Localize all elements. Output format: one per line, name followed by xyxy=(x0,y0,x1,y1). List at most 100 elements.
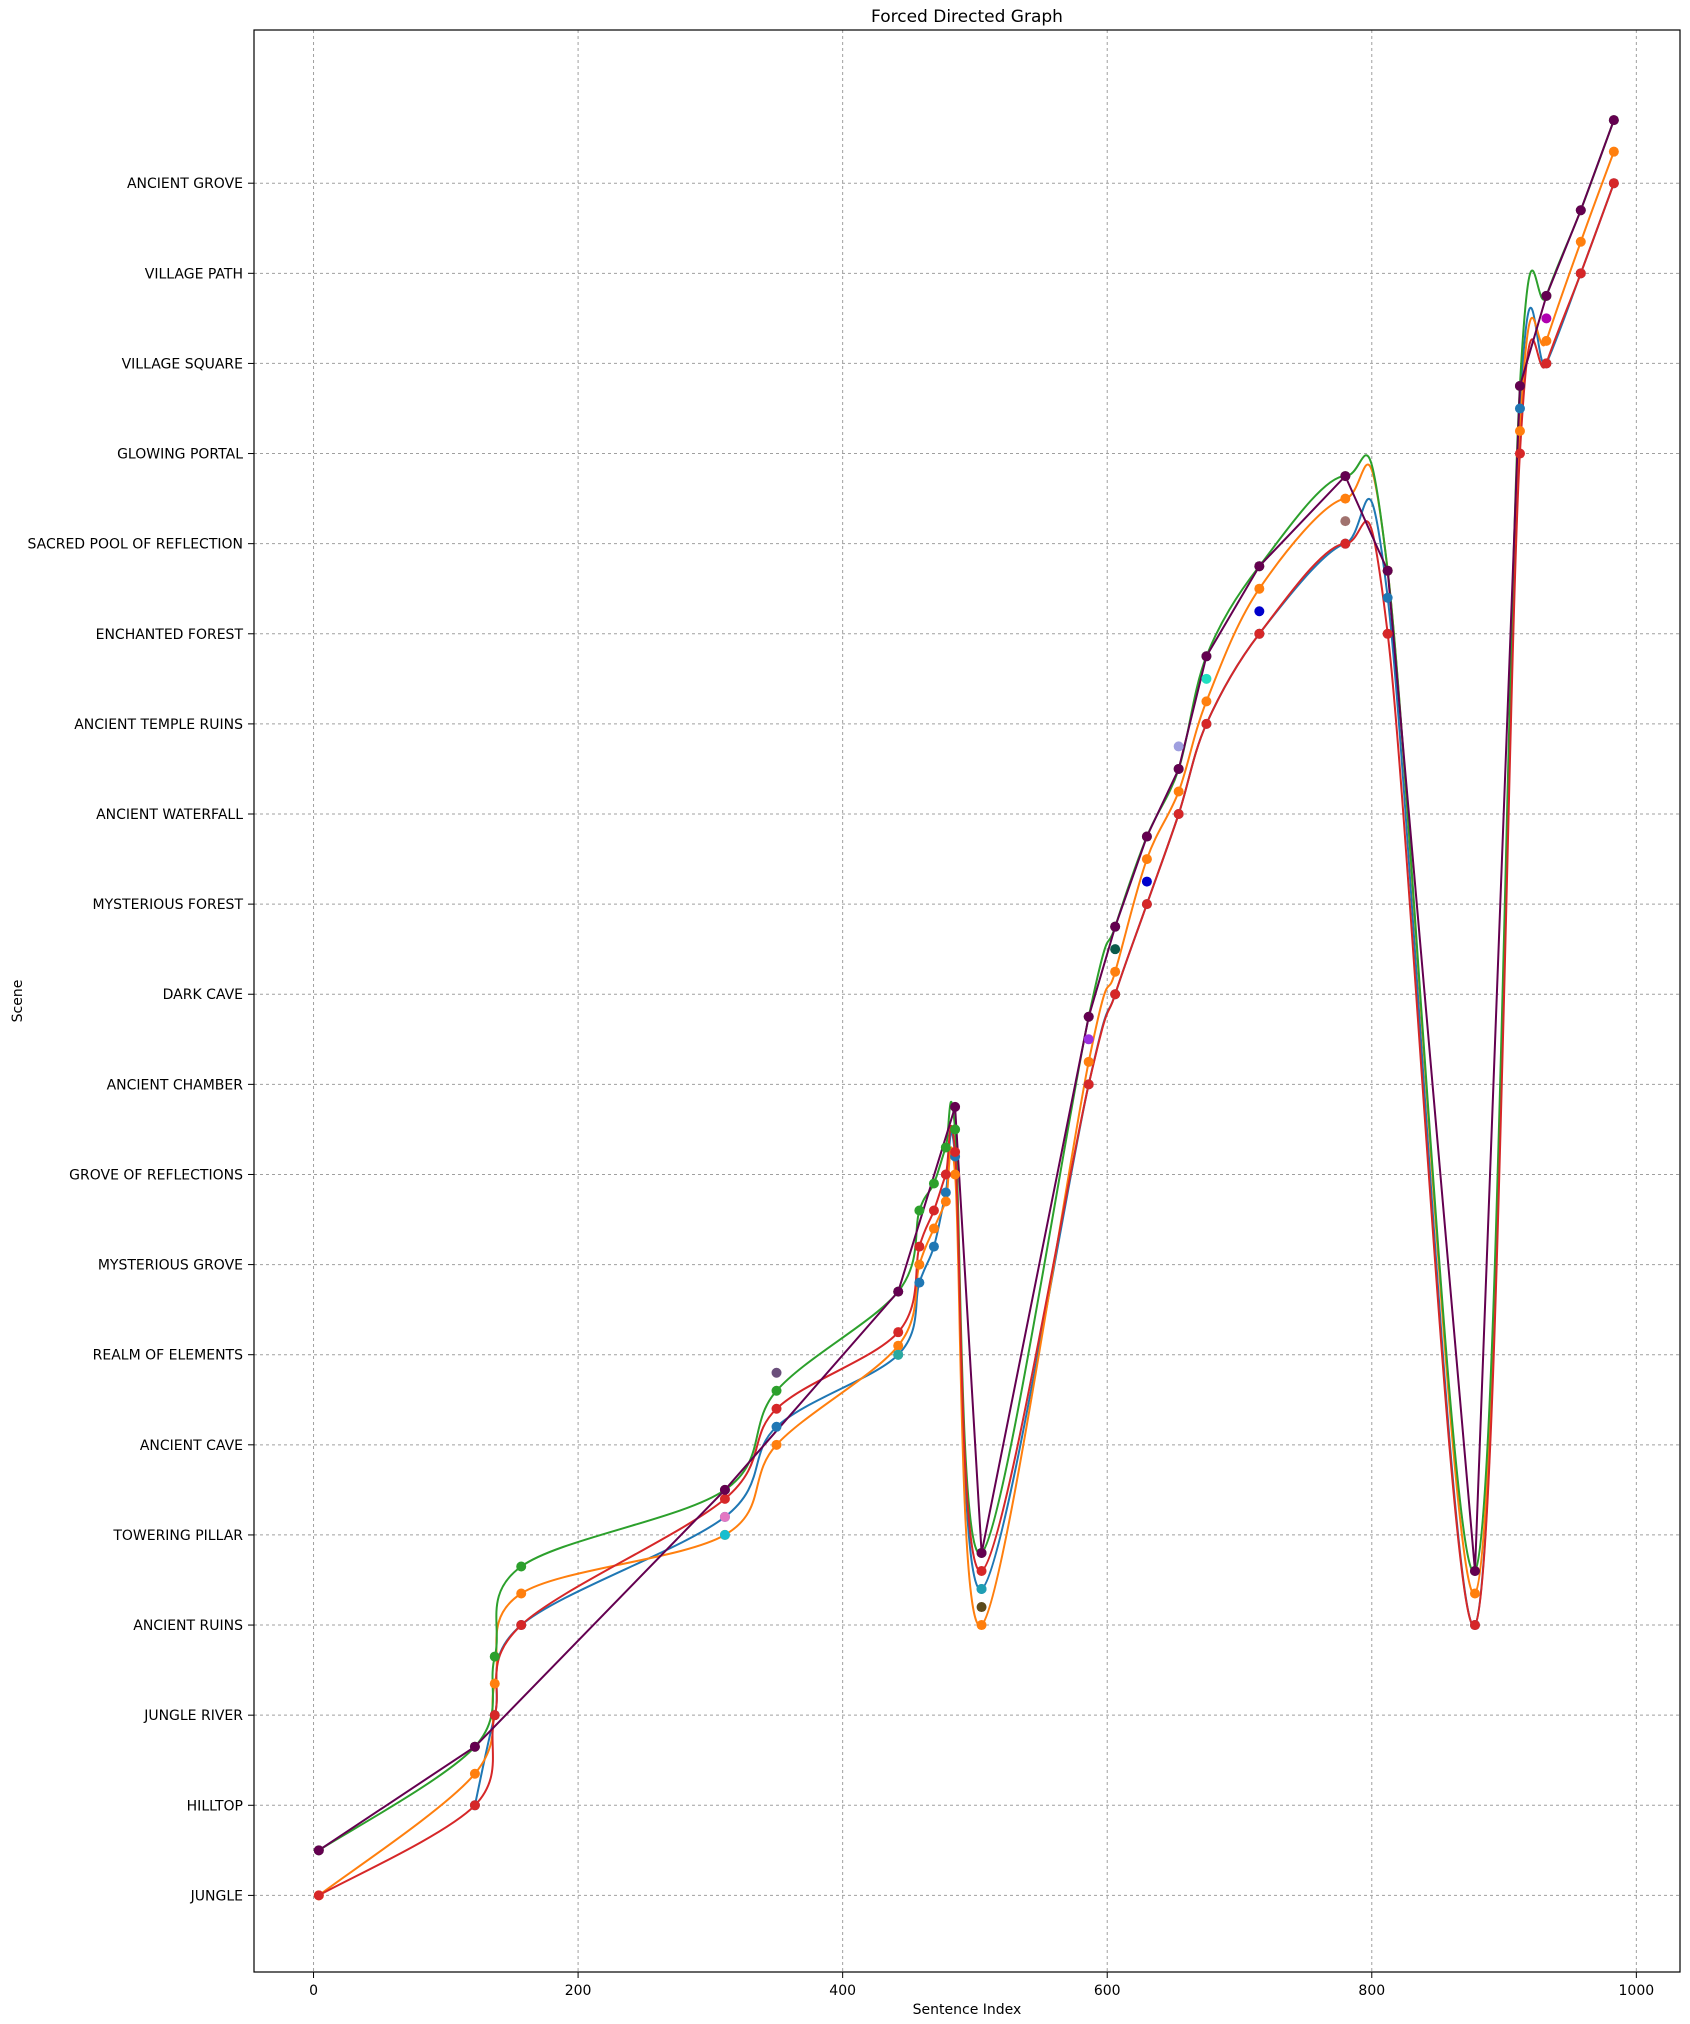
x-tick-label: 1000 xyxy=(1619,1983,1655,1999)
series-4-point xyxy=(1173,809,1184,820)
series-4-point xyxy=(950,1146,961,1157)
chart-title: Forced Directed Graph xyxy=(871,7,1063,27)
series-3-point xyxy=(489,1651,500,1662)
series-5-point xyxy=(313,1845,324,1856)
y-tick-label: TOWERING PILLAR xyxy=(112,1528,243,1544)
y-tick-label: ANCIENT CHAMBER xyxy=(107,1077,244,1093)
series-4-point xyxy=(1575,268,1586,279)
y-tick-label: DARK CAVE xyxy=(163,987,243,1003)
scene-marker xyxy=(1141,876,1152,887)
scene-marker xyxy=(771,1367,782,1378)
series-5-point xyxy=(1469,1565,1480,1576)
series-5-point xyxy=(1254,561,1265,572)
y-tick-label: VILLAGE PATH xyxy=(145,266,243,282)
x-tick-label: 400 xyxy=(829,1983,856,1999)
series-2-point xyxy=(1575,236,1586,247)
series-line-4 xyxy=(318,182,1615,1897)
series-2-point xyxy=(914,1259,925,1270)
y-tick-label: ANCIENT CAVE xyxy=(140,1438,243,1454)
series-4-point xyxy=(1083,1079,1094,1090)
series-3-point xyxy=(771,1385,782,1396)
y-tick-label: MYSTERIOUS FOREST xyxy=(93,897,244,913)
series-5-point xyxy=(893,1286,904,1297)
marker-layer xyxy=(313,115,1619,1901)
series-4-point xyxy=(940,1169,951,1180)
series-5-point xyxy=(1541,290,1552,301)
scene-marker xyxy=(1110,944,1121,955)
series-5-point xyxy=(719,1484,730,1495)
series-4-point xyxy=(1254,628,1265,639)
series-2-point xyxy=(950,1169,961,1180)
series-1-point xyxy=(928,1241,939,1252)
series-4-point xyxy=(489,1710,500,1721)
plot-frame xyxy=(253,29,1681,1973)
scene-marker xyxy=(1340,516,1351,527)
series-4-point xyxy=(976,1565,987,1576)
y-axis-label: Scene xyxy=(10,980,26,1023)
series-5-point xyxy=(1083,1011,1094,1022)
series-2-point xyxy=(940,1196,951,1207)
series-4-point xyxy=(928,1205,939,1216)
series-3-point xyxy=(928,1178,939,1189)
series-2-point xyxy=(1254,583,1265,594)
series-2-point xyxy=(1608,146,1619,157)
series-4-point xyxy=(1541,358,1552,369)
series-1-point xyxy=(914,1277,925,1288)
series-2-point xyxy=(1083,1056,1094,1067)
series-5-point xyxy=(1110,921,1121,932)
series-2-point xyxy=(1110,966,1121,977)
series-4-point xyxy=(516,1620,527,1631)
series-4-point xyxy=(1340,538,1351,549)
x-tick-label: 800 xyxy=(1358,1983,1385,1999)
series-2-point xyxy=(976,1620,987,1631)
y-tick-label: REALM OF ELEMENTS xyxy=(93,1348,243,1364)
series-3-point xyxy=(914,1205,925,1216)
series-4-point xyxy=(914,1241,925,1252)
x-tick-label: 0 xyxy=(309,1983,318,1999)
grid-layer xyxy=(254,30,1680,1972)
y-tick-label: ENCHANTED FOREST xyxy=(96,627,244,643)
y-tick-label: JUNGLE xyxy=(190,1888,243,1904)
y-tick-label: MYSTERIOUS GROVE xyxy=(98,1258,243,1274)
series-5-point xyxy=(950,1101,961,1112)
series-4-point xyxy=(1608,178,1619,189)
y-tick-label: VILLAGE SQUARE xyxy=(122,356,243,372)
scene-marker xyxy=(1541,313,1552,324)
series-line-3 xyxy=(318,119,1615,1852)
series-4-point xyxy=(1382,628,1393,639)
series-5-point xyxy=(1575,205,1586,216)
scene-marker xyxy=(1173,741,1184,752)
scene-marker xyxy=(719,1511,730,1522)
series-5-point xyxy=(1201,651,1212,662)
series-2-point xyxy=(516,1588,527,1599)
series-1-point xyxy=(1382,592,1393,603)
series-1-point xyxy=(940,1187,951,1198)
series-5-point xyxy=(1173,763,1184,774)
series-4-point xyxy=(469,1800,480,1811)
series-2-point xyxy=(1173,786,1184,797)
series-4-point xyxy=(1110,989,1121,1000)
series-5-point xyxy=(1340,471,1351,482)
scene-marker xyxy=(1083,1034,1094,1045)
x-tick-label: 200 xyxy=(565,1983,592,1999)
series-5-point xyxy=(1514,380,1525,391)
y-tick-label: JUNGLE RIVER xyxy=(143,1708,243,1724)
y-tick-label: ANCIENT RUINS xyxy=(133,1618,243,1634)
series-5-point xyxy=(976,1547,987,1558)
tick-layer: 0 200 400 600 800 1000 JUNGLE HILLTOP JUNGLE RIV… xyxy=(27,176,1654,1999)
series-4-point xyxy=(1514,448,1525,459)
series-1-point xyxy=(771,1421,782,1432)
y-tick-label: ANCIENT WATERFALL xyxy=(96,807,243,823)
y-tick-label: ANCIENT GROVE xyxy=(127,176,243,192)
series-2-point xyxy=(1141,854,1152,865)
y-tick-label: HILLTOP xyxy=(187,1798,243,1814)
series-1-point xyxy=(1514,403,1525,414)
series-5-point xyxy=(1382,565,1393,576)
series-4-point xyxy=(313,1890,324,1901)
scene-marker xyxy=(976,1584,987,1595)
series-2-point xyxy=(1340,493,1351,504)
y-tick-label: GROVE OF REFLECTIONS xyxy=(69,1167,243,1183)
series-3-point xyxy=(516,1561,527,1572)
